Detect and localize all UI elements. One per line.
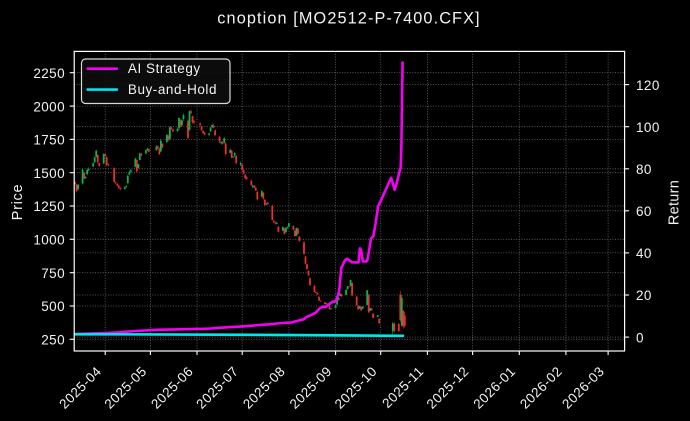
svg-text:250: 250 — [41, 333, 65, 348]
svg-text:100: 100 — [636, 120, 660, 135]
svg-text:40: 40 — [636, 246, 652, 261]
svg-text:120: 120 — [636, 78, 660, 93]
svg-text:80: 80 — [636, 162, 652, 177]
svg-text:1750: 1750 — [33, 133, 65, 148]
svg-text:1500: 1500 — [33, 166, 65, 181]
svg-text:Price: Price — [10, 184, 26, 221]
svg-text:Return: Return — [667, 180, 683, 225]
svg-text:500: 500 — [41, 299, 65, 314]
svg-text:2000: 2000 — [33, 99, 65, 114]
svg-text:60: 60 — [636, 204, 652, 219]
svg-text:1250: 1250 — [33, 199, 65, 214]
svg-text:2250: 2250 — [33, 66, 65, 81]
svg-text:AI Strategy: AI Strategy — [128, 61, 201, 76]
svg-text:Buy-and-Hold: Buy-and-Hold — [128, 82, 217, 97]
svg-text:0: 0 — [636, 330, 644, 345]
svg-text:1000: 1000 — [33, 233, 65, 248]
svg-text:750: 750 — [41, 266, 65, 281]
svg-text:20: 20 — [636, 288, 652, 303]
svg-text:cnoption [MO2512-P-7400.CFX]: cnoption [MO2512-P-7400.CFX] — [217, 10, 480, 28]
